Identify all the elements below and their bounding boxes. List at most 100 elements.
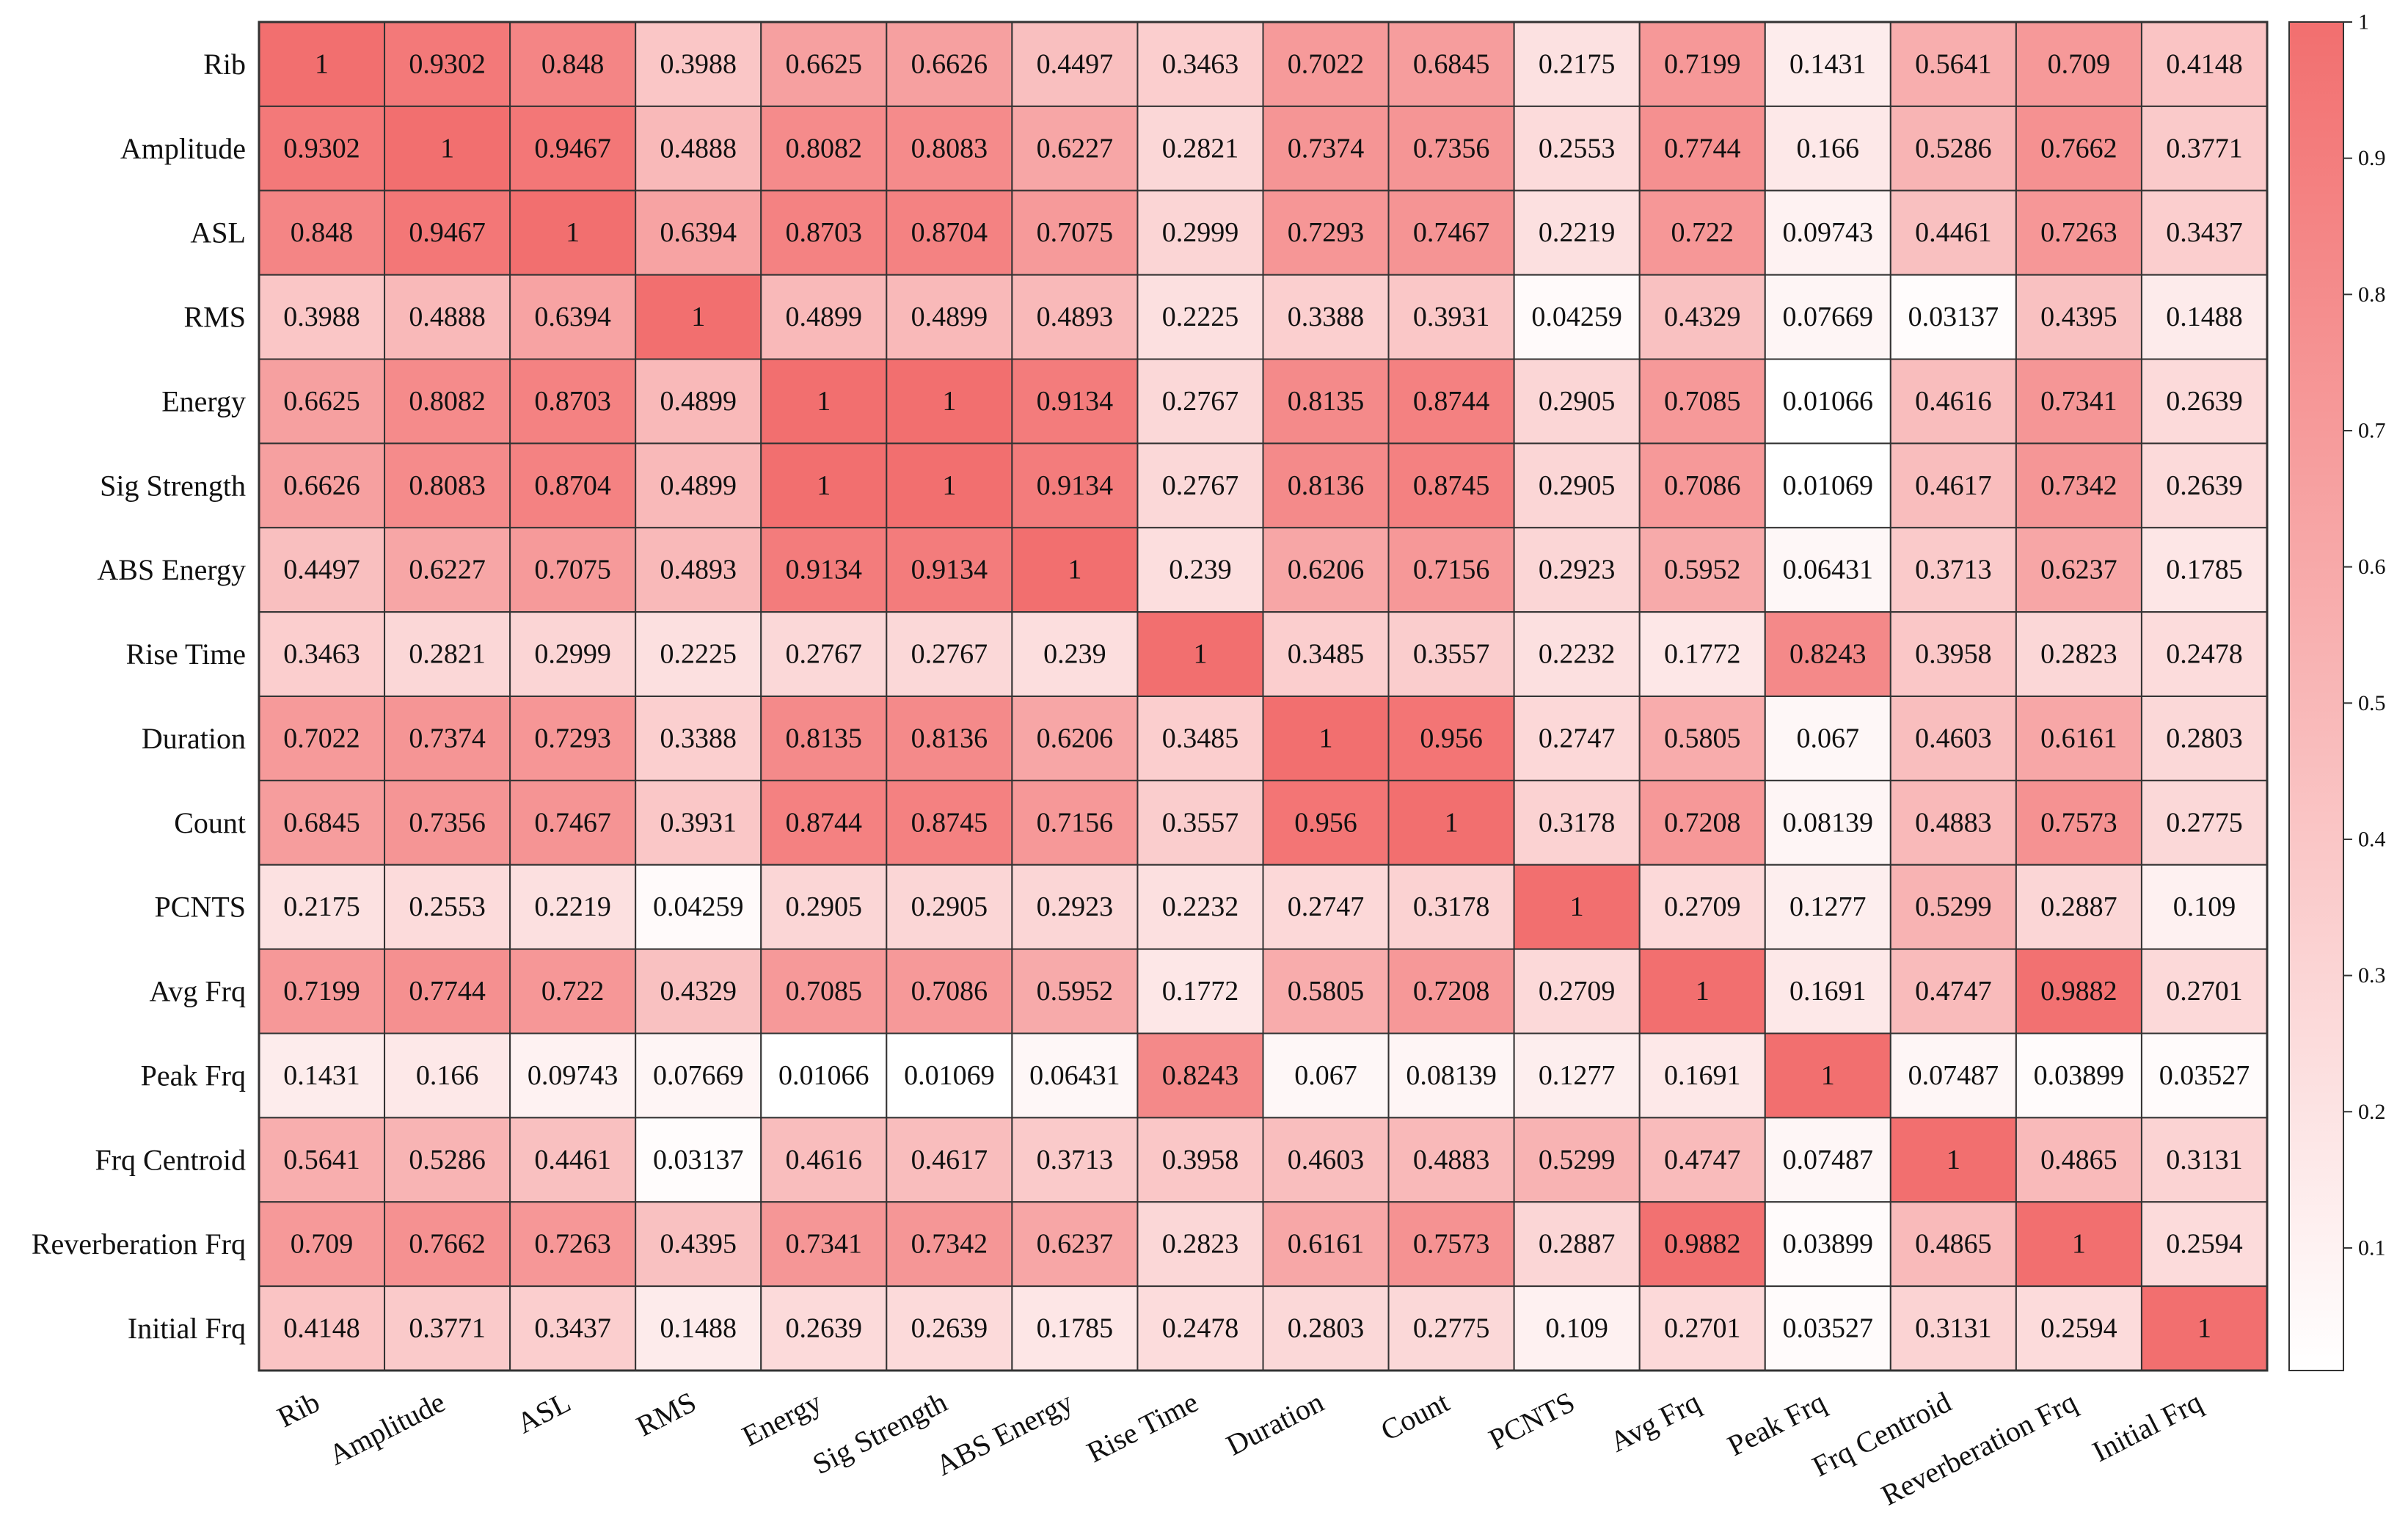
heatmap-cell-value: 0.9134 xyxy=(1037,386,1114,417)
heatmap-cell-value: 0.08139 xyxy=(1783,807,1874,838)
heatmap-cell-value: 0.3437 xyxy=(534,1313,611,1344)
heatmap-cell-value: 0.8083 xyxy=(409,470,486,501)
heatmap-cell xyxy=(1638,105,1766,191)
heatmap-cell xyxy=(509,358,637,445)
heatmap-cell-value: 0.3988 xyxy=(660,48,737,79)
heatmap-cell xyxy=(258,274,386,360)
heatmap-cell xyxy=(1011,1032,1139,1119)
heatmap-cell xyxy=(509,274,637,360)
heatmap-cell xyxy=(1764,1201,1891,1288)
heatmap-cell xyxy=(384,948,511,1034)
heatmap-cell-value: 0.5286 xyxy=(409,1145,486,1175)
heatmap-cell-value: 0.8745 xyxy=(911,807,988,838)
heatmap-cell xyxy=(1262,105,1390,191)
heatmap-cell-value: 0.4899 xyxy=(911,302,988,332)
heatmap-cell xyxy=(1011,527,1139,613)
heatmap-cell xyxy=(1638,948,1766,1034)
heatmap-cell xyxy=(1513,611,1641,698)
heatmap-cell-value: 0.7662 xyxy=(409,1229,486,1260)
heatmap-cell-value: 0.239 xyxy=(1169,555,1232,585)
heatmap-cell-value: 0.01069 xyxy=(1783,470,1874,501)
heatmap-cell-value: 1 xyxy=(315,48,329,79)
heatmap-cell xyxy=(1513,105,1641,191)
heatmap-cell-value: 0.2175 xyxy=(1539,48,1616,79)
heatmap-cell-value: 1 xyxy=(1445,807,1459,838)
heatmap-cell-value: 0.6206 xyxy=(1037,723,1114,753)
heatmap-cell-value: 0.2767 xyxy=(786,639,863,670)
heatmap-cell-value: 0.5805 xyxy=(1664,723,1741,753)
heatmap-cell xyxy=(760,1032,888,1119)
heatmap-cell-value: 0.5805 xyxy=(1288,976,1365,1007)
heatmap-cell-value: 0.6626 xyxy=(911,48,988,79)
heatmap-cell-value: 0.2905 xyxy=(1539,386,1616,417)
heatmap-cell xyxy=(1011,779,1139,866)
heatmap-cell xyxy=(1764,948,1891,1034)
heatmap-cell xyxy=(2140,1201,2268,1288)
row-label: ASL xyxy=(190,216,246,249)
heatmap-cell-value: 0.4888 xyxy=(660,133,737,164)
heatmap-cell-value: 0.4395 xyxy=(660,1229,737,1260)
heatmap-cell-value: 0.5952 xyxy=(1664,555,1741,585)
heatmap-cell xyxy=(1262,527,1390,613)
heatmap-cell xyxy=(760,442,888,529)
column-label: Rise Time xyxy=(1081,1385,1203,1469)
heatmap-cell-value: 0.3771 xyxy=(409,1313,486,1344)
heatmap-cell xyxy=(1136,1117,1264,1203)
heatmap-cell-value: 0.07487 xyxy=(1783,1145,1874,1175)
heatmap-cell-value: 0.1431 xyxy=(283,1060,360,1091)
colorbar-tick-label: 0.9 xyxy=(2358,146,2386,170)
heatmap-cell-value: 0.9134 xyxy=(786,555,863,585)
heatmap-cell-value: 0.6625 xyxy=(786,48,863,79)
heatmap-cell-value: 0.7156 xyxy=(1037,807,1114,838)
heatmap-cell-value: 0.7208 xyxy=(1413,976,1490,1007)
heatmap-cell xyxy=(1764,189,1891,276)
heatmap-cell-value: 0.01066 xyxy=(1783,386,1874,417)
heatmap-cell-value: 0.7573 xyxy=(1413,1229,1490,1260)
heatmap-cell-labels: 1 0.9302 0.848 0.3988 0.6625 0.6626 0.4497 0.34… xyxy=(283,48,2250,1343)
heatmap-cell-value: 0.4461 xyxy=(1915,217,1992,248)
column-label: RMS xyxy=(631,1385,701,1442)
heatmap-cell-value: 0.3388 xyxy=(1288,302,1365,332)
heatmap-cell-value: 0.2823 xyxy=(1162,1229,1239,1260)
heatmap-cell xyxy=(1011,611,1139,698)
heatmap-cell xyxy=(258,696,386,781)
heatmap-cell xyxy=(1889,1032,2017,1119)
heatmap-cell xyxy=(258,611,386,698)
heatmap-cell xyxy=(1638,1285,1766,1372)
heatmap-cell xyxy=(2140,189,2268,276)
heatmap-cell-value: 0.7199 xyxy=(1664,48,1741,79)
heatmap-cell-value: 0.07669 xyxy=(653,1060,744,1091)
heatmap-cell xyxy=(886,864,1013,950)
heatmap-cell-value: 0.8135 xyxy=(1288,386,1365,417)
heatmap-cell xyxy=(1262,611,1390,698)
heatmap-cell-value: 0.8744 xyxy=(786,807,863,838)
heatmap-cell-value: 1 xyxy=(566,217,580,248)
heatmap-cell xyxy=(1387,21,1515,107)
heatmap-cell-value: 0.2639 xyxy=(786,1313,863,1344)
heatmap-cell-value: 0.5952 xyxy=(1037,976,1114,1007)
heatmap-cell xyxy=(1136,1201,1264,1288)
heatmap-cell xyxy=(1136,21,1264,107)
heatmap-cell xyxy=(760,779,888,866)
heatmap-cell xyxy=(760,1117,888,1203)
heatmap-cell-value: 0.4616 xyxy=(1915,386,1992,417)
heatmap-cell-value: 0.6227 xyxy=(1037,133,1114,164)
heatmap-cell xyxy=(760,189,888,276)
column-label: Amplitude xyxy=(324,1385,450,1472)
row-label: ABS Energy xyxy=(97,553,246,586)
heatmap-cell-value: 1 xyxy=(1570,891,1584,922)
heatmap-cell-value: 0.2803 xyxy=(2166,723,2243,753)
row-label: RMS xyxy=(184,301,247,334)
heatmap-cell-value: 0.4888 xyxy=(409,302,486,332)
heatmap-cell xyxy=(509,779,637,866)
heatmap-cell xyxy=(2015,1201,2142,1288)
row-label: Rise Time xyxy=(126,638,246,671)
heatmap-cell-value: 1 xyxy=(691,302,705,332)
heatmap-cell-value: 0.2803 xyxy=(1288,1313,1365,1344)
heatmap-cell-value: 1 xyxy=(2197,1313,2211,1344)
heatmap-cell xyxy=(258,779,386,866)
heatmap-cell-value: 0.3557 xyxy=(1413,639,1490,670)
heatmap-cell xyxy=(2140,948,2268,1034)
heatmap-cell-value: 1 xyxy=(817,470,831,501)
